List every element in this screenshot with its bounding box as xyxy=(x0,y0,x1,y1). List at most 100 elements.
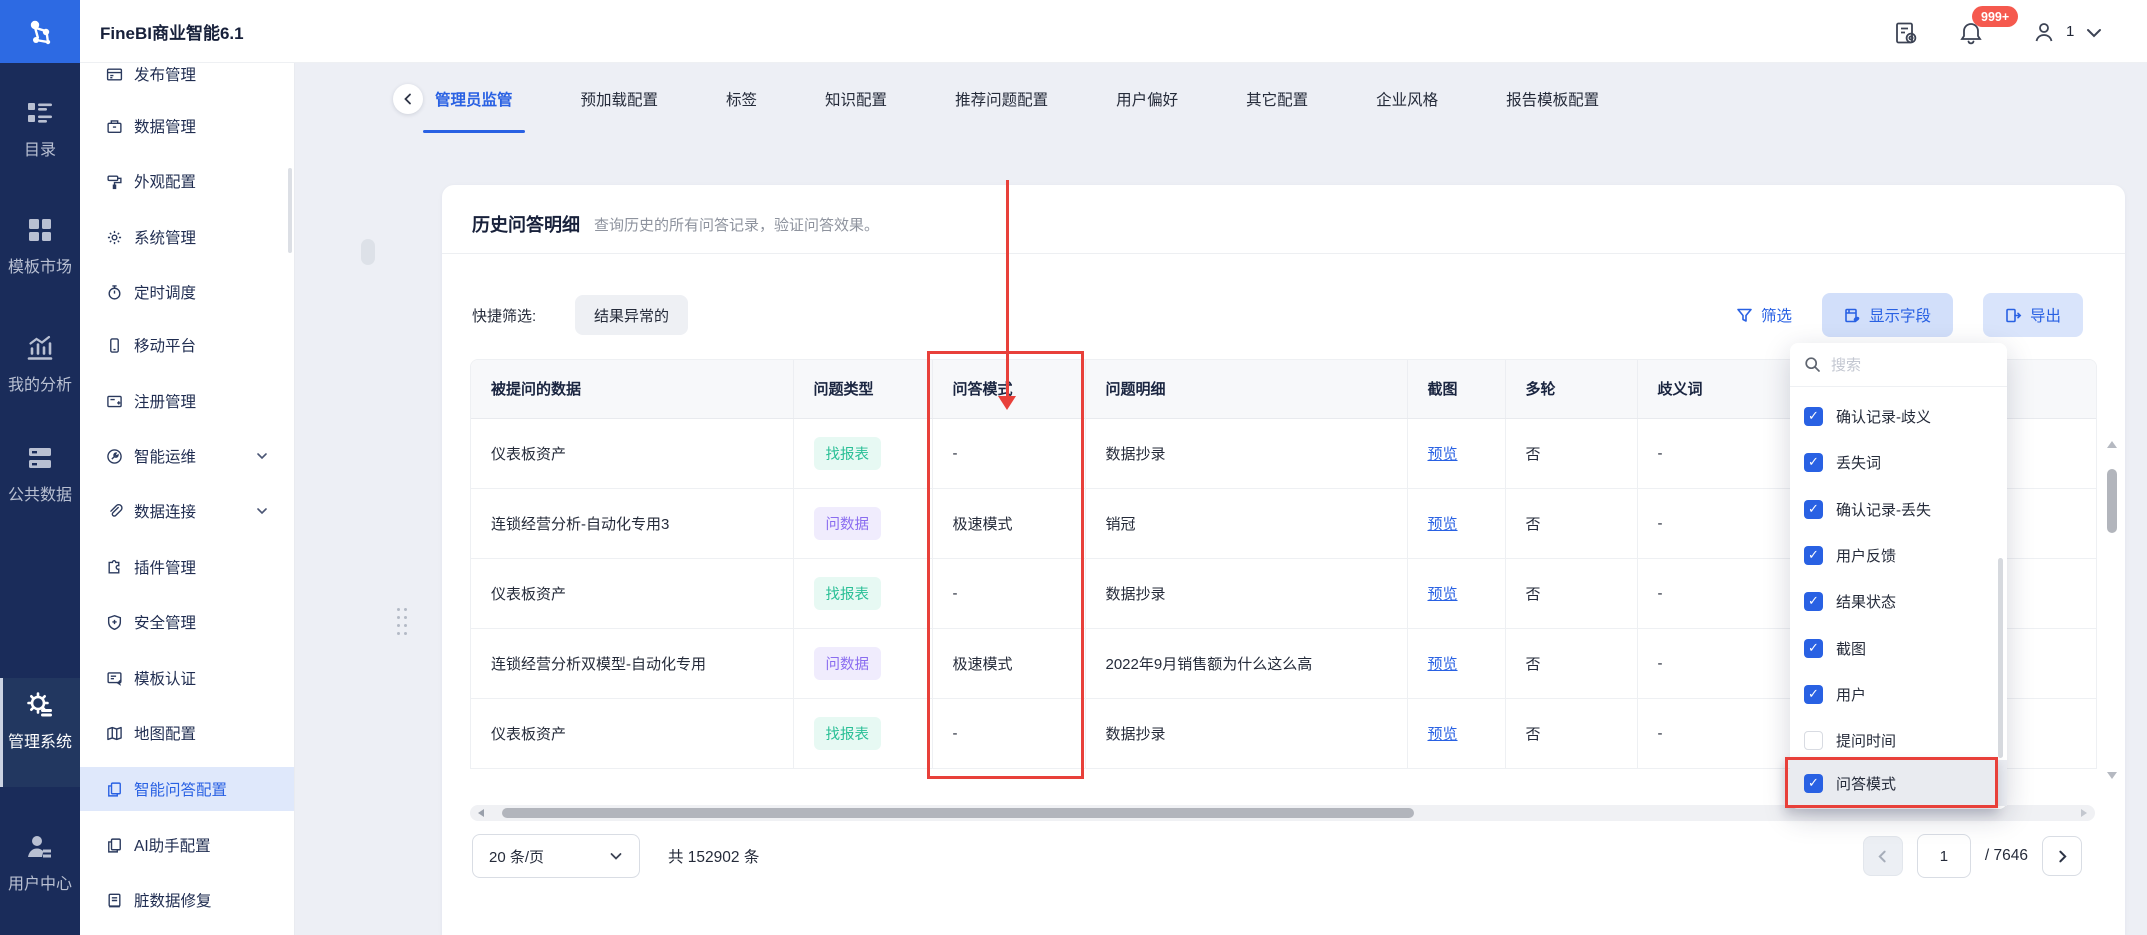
sidebar-scrollbar-thumb[interactable] xyxy=(288,168,292,253)
checkbox-unchecked-icon[interactable] xyxy=(1804,730,1823,750)
notification-bell-icon[interactable] xyxy=(1958,20,1984,46)
checkbox-checked-icon[interactable]: ✓ xyxy=(1804,545,1823,565)
table-vertical-scrollbar[interactable] xyxy=(2106,441,2118,779)
checkbox-checked-icon[interactable]: ✓ xyxy=(1804,406,1823,426)
content-scrollbar-thumb[interactable] xyxy=(361,239,375,265)
menu-item-mobile[interactable]: 移动平台 xyxy=(80,325,294,365)
tab-report-template-config[interactable]: 报告模板配置 xyxy=(1506,92,1600,109)
scroll-up-arrow-icon[interactable] xyxy=(2107,441,2117,448)
preview-link[interactable]: 预览 xyxy=(1427,515,1458,533)
menu-item-schedule[interactable]: 定时调度 xyxy=(80,272,294,312)
field-option-user[interactable]: ✓ 用户 xyxy=(1790,671,2007,717)
menu-item-security[interactable]: 安全管理 xyxy=(80,602,294,642)
search-icon xyxy=(1805,357,1820,372)
chevron-down-icon[interactable] xyxy=(2086,27,2102,39)
filter-button[interactable]: 筛选 xyxy=(1736,304,1792,326)
tab-enterprise-style[interactable]: 企业风格 xyxy=(1376,92,1439,109)
horizontal-scrollbar-thumb[interactable] xyxy=(502,808,1414,818)
checkbox-checked-icon[interactable]: ✓ xyxy=(1804,773,1823,793)
rail-item-admin-system[interactable]: 管理系统 xyxy=(0,690,80,752)
scroll-left-arrow-icon[interactable] xyxy=(478,809,484,817)
type-tag: 问数据 xyxy=(813,506,881,540)
chevron-down-icon xyxy=(610,853,622,860)
col-header-ambiguous-word[interactable]: 歧义词 xyxy=(1637,360,1801,419)
col-header-question-type[interactable]: 问题类型 xyxy=(793,360,933,419)
menu-item-ai-assistant[interactable]: AI助手配置 xyxy=(80,825,294,865)
export-button[interactable]: 导出 xyxy=(1982,293,2083,337)
menu-item-connection[interactable]: 数据连接 xyxy=(80,491,294,531)
menu-item-plugin[interactable]: 插件管理 xyxy=(80,547,294,587)
checkbox-checked-icon[interactable]: ✓ xyxy=(1804,684,1823,704)
tab-recommended-questions[interactable]: 推荐问题配置 xyxy=(955,92,1049,109)
field-option-lost-word[interactable]: ✓ 丢失词 xyxy=(1790,439,2007,485)
field-option-confirm-ambiguous[interactable]: ✓ 确认记录-歧义 xyxy=(1790,393,2007,439)
scroll-down-arrow-icon[interactable] xyxy=(2107,772,2117,779)
prev-page-button[interactable] xyxy=(1862,836,1903,876)
tab-labels[interactable]: 标签 xyxy=(726,92,758,109)
rail-item-catalog[interactable]: 目录 xyxy=(0,98,80,160)
finebi-logo-icon[interactable] xyxy=(0,0,80,63)
menu-item-register[interactable]: 注册管理 xyxy=(80,381,294,421)
cell-ambiguous-word: - xyxy=(1637,488,1801,559)
scroll-right-arrow-icon[interactable] xyxy=(2081,809,2087,817)
tab-preload-config[interactable]: 预加载配置 xyxy=(580,92,659,109)
menu-item-dirty-data[interactable]: 脏数据修复 xyxy=(80,880,294,920)
vertical-scrollbar-thumb[interactable] xyxy=(2107,469,2117,533)
dropdown-scrollbar-thumb[interactable] xyxy=(1998,558,2003,758)
tab-admin-supervision[interactable]: 管理员监管 xyxy=(423,63,524,135)
menu-item-data-manage[interactable]: 数据管理 xyxy=(80,106,294,146)
field-option-screenshot[interactable]: ✓ 截图 xyxy=(1790,625,2007,671)
menu-item-appearance[interactable]: 外观配置 xyxy=(80,161,294,201)
funnel-icon xyxy=(1737,308,1752,322)
checkbox-checked-icon[interactable]: ✓ xyxy=(1804,591,1823,611)
cell-qa-mode: - xyxy=(932,418,1086,489)
field-search-input[interactable]: 搜索 xyxy=(1790,343,2007,387)
menu-item-qa-config[interactable]: 智能问答配置 xyxy=(80,767,294,811)
preview-link[interactable]: 预览 xyxy=(1427,655,1458,673)
menu-item-ops[interactable]: 智能运维 xyxy=(80,436,294,476)
rail-item-label: 目录 xyxy=(23,142,56,159)
field-option-user-feedback[interactable]: ✓ 用户反馈 xyxy=(1790,532,2007,578)
table-row[interactable]: 仪表板资产 找报表 - 数据抄录 预览 否 - xyxy=(471,558,2096,629)
preview-link[interactable]: 预览 xyxy=(1427,445,1458,463)
tabs-scroll-left-button[interactable] xyxy=(393,84,423,114)
menu-item-map[interactable]: 地图配置 xyxy=(80,713,294,753)
menu-item-system[interactable]: 系统管理 xyxy=(80,217,294,257)
menu-item-publish[interactable]: 发布管理 xyxy=(80,63,294,94)
table-horizontal-scrollbar[interactable] xyxy=(470,805,2095,821)
preview-link[interactable]: 预览 xyxy=(1427,585,1458,603)
field-option-ask-time[interactable]: 提问时间 xyxy=(1790,717,2007,763)
checkbox-checked-icon[interactable]: ✓ xyxy=(1804,638,1823,658)
sidebar-resize-handle[interactable] xyxy=(397,608,411,648)
col-header-question-detail[interactable]: 问题明细 xyxy=(1085,360,1408,419)
current-page-input[interactable]: 1 xyxy=(1916,834,1971,878)
quick-filter-abnormal-button[interactable]: 结果异常的 xyxy=(575,295,689,335)
rail-item-public-data[interactable]: 公共数据 xyxy=(0,443,80,505)
admin-menu-sidebar: 发布管理 数据管理 外观配置 系统管理 定时调度 移动平台 注册管理 智能运维 … xyxy=(80,63,295,935)
tab-other-config[interactable]: 其它配置 xyxy=(1246,92,1309,109)
col-header-asked-data[interactable]: 被提问的数据 xyxy=(471,360,794,419)
page-size-select[interactable]: 20 条/页 xyxy=(472,834,640,878)
col-header-multi-round[interactable]: 多轮 xyxy=(1505,360,1638,419)
rail-item-user-center[interactable]: 用户中心 xyxy=(0,832,80,894)
rail-item-my-analysis[interactable]: 我的分析 xyxy=(0,333,80,395)
preview-link[interactable]: 预览 xyxy=(1427,725,1458,743)
report-settings-icon[interactable] xyxy=(1893,20,1919,46)
field-option-label: 提问时间 xyxy=(1836,732,1897,750)
tab-user-preference[interactable]: 用户偏好 xyxy=(1116,92,1179,109)
tab-knowledge-config[interactable]: 知识配置 xyxy=(825,92,888,109)
col-header-screenshot[interactable]: 截图 xyxy=(1407,360,1506,419)
show-fields-button[interactable]: 显示字段 xyxy=(1821,293,1953,337)
checkbox-checked-icon[interactable]: ✓ xyxy=(1804,452,1823,472)
tab-bar: 管理员监管 预加载配置 标签 知识配置 推荐问题配置 用户偏好 其它配置 企业风… xyxy=(295,63,2147,135)
field-option-qa-mode[interactable]: ✓ 问答模式 xyxy=(1790,760,2007,806)
col-header-qa-mode[interactable]: 问答模式 xyxy=(932,360,1086,419)
field-option-confirm-lost[interactable]: ✓ 确认记录-丢失 xyxy=(1790,486,2007,532)
next-page-button[interactable] xyxy=(2042,836,2082,876)
user-avatar-icon[interactable] xyxy=(2032,20,2056,44)
rail-item-template-market[interactable]: 模板市场 xyxy=(0,215,80,277)
menu-item-template-cert[interactable]: 模板认证 xyxy=(80,658,294,698)
checkbox-checked-icon[interactable]: ✓ xyxy=(1804,499,1823,519)
field-visibility-dropdown: 搜索 ✓ 确认记录-歧义 ✓ 丢失词 ✓ 确认记录-丢失 ✓ 用户反馈 ✓ 结果状态 ✓ 截… xyxy=(1785,343,2007,809)
field-option-result-status[interactable]: ✓ 结果状态 xyxy=(1790,578,2007,624)
